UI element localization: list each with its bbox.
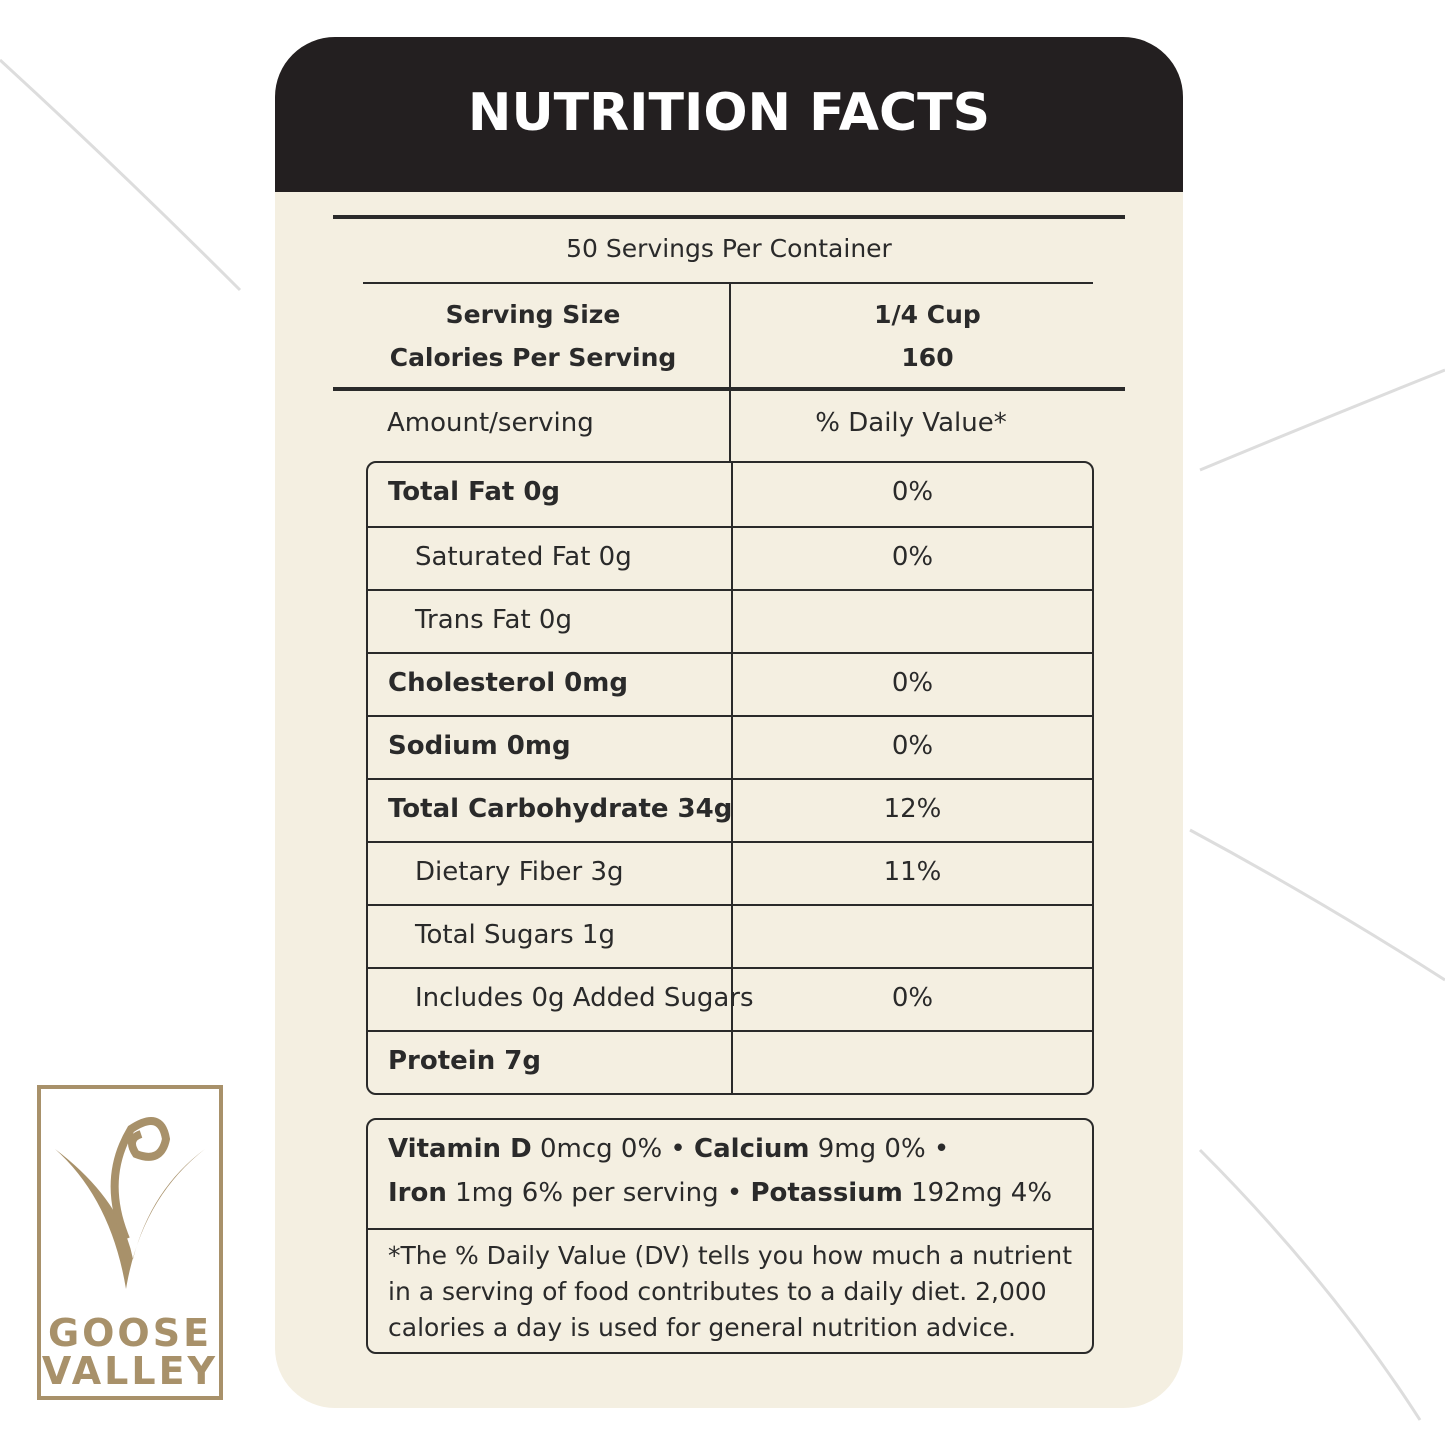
calories-label: Calories Per Serving: [389, 343, 677, 372]
serving-size-value: 1/4 Cup: [874, 300, 981, 329]
minerals-box: Vitamin D 0mcg 0% • Calcium 9mg 0% • Iro…: [366, 1118, 1094, 1354]
nutrient-name: Total Sugars 1g: [415, 920, 615, 950]
mineral-amount: 1mg 6% per serving: [455, 1178, 719, 1208]
rule: [368, 1228, 1092, 1230]
nutrient-row: Includes 0g Added Sugars 0%: [368, 967, 1092, 1030]
servings: 50 Servings Per Container: [566, 234, 892, 263]
title: NUTRITION FACTS: [467, 83, 991, 143]
nutrient-row: Dietary Fiber 3g 11%: [368, 841, 1092, 904]
daily-value: 0%: [891, 731, 934, 761]
daily-value: 0%: [891, 542, 934, 572]
footnote: *The % Daily Value (DV) tells you how mu…: [388, 1241, 1073, 1342]
nutrient-name: Dietary Fiber 3g: [415, 857, 624, 887]
nutrient-name: Trans Fat 0g: [415, 605, 572, 635]
mineral-name: Iron: [388, 1178, 447, 1208]
nutrient-row: Total Sugars 1g: [368, 904, 1092, 967]
nutrient-row: Protein 7g: [368, 1030, 1092, 1093]
rule: [363, 282, 1093, 284]
nutrient-name: Total Carbohydrate 34g: [388, 794, 733, 824]
daily-value: 11%: [883, 857, 942, 887]
nutrient-row: Total Fat 0g 0%: [368, 463, 1092, 526]
rule: [333, 387, 1125, 391]
nutrient-table: Total Fat 0g 0% Saturated Fat 0g 0% Trans Fa…: [366, 461, 1094, 1095]
rule: [333, 215, 1125, 219]
nutrient-row: Total Carbohydrate 34g 12%: [368, 778, 1092, 841]
nutrient-name: Cholesterol 0mg: [388, 668, 628, 698]
daily-value: 0%: [891, 983, 934, 1013]
mineral-name: Vitamin D: [388, 1134, 532, 1164]
header-bar: [275, 37, 1183, 192]
nutrient-row: Saturated Fat 0g 0%: [368, 526, 1092, 589]
column-header: % Daily Value*: [815, 408, 1007, 438]
minerals-line: Iron 1mg 6% per serving • Potassium 192m…: [388, 1178, 1053, 1208]
nutrient-row: Sodium 0mg 0%: [368, 715, 1092, 778]
serving-size-label: Serving Size: [445, 300, 621, 329]
mineral-name: Calcium: [694, 1134, 810, 1164]
mineral-amount: 9mg 0%: [817, 1134, 926, 1164]
label-card: NUTRITION FACTS: [275, 37, 1183, 1408]
nutrient-name: Sodium 0mg: [388, 731, 571, 761]
minerals-line: Vitamin D 0mcg 0% • Calcium 9mg 0% •: [388, 1134, 950, 1164]
mineral-amount: 192mg 4%: [911, 1178, 1053, 1208]
nutrient-name: Saturated Fat 0g: [415, 542, 632, 572]
column-header: Amount/serving: [387, 408, 594, 438]
nutrient-name: Protein 7g: [388, 1046, 541, 1076]
nutrient-name: Total Fat 0g: [388, 477, 561, 507]
calories-value: 160: [901, 343, 954, 372]
logo: GOOSE VALLEY: [37, 1085, 223, 1400]
logo-text: GOOSE: [47, 1311, 213, 1355]
logo-mark: [55, 1117, 205, 1289]
nutrient-row: Cholesterol 0mg 0%: [368, 652, 1092, 715]
daily-value: 0%: [891, 477, 934, 507]
mineral-name: Potassium: [750, 1178, 903, 1208]
logo-text: VALLEY: [41, 1349, 219, 1393]
nutrient-name: Includes 0g Added Sugars: [415, 983, 754, 1013]
nutrient-row: Trans Fat 0g: [368, 589, 1092, 652]
daily-value: 12%: [883, 794, 942, 824]
mineral-amount: 0mcg 0%: [539, 1134, 663, 1164]
daily-value: 0%: [891, 668, 934, 698]
column-divider: [729, 283, 731, 461]
